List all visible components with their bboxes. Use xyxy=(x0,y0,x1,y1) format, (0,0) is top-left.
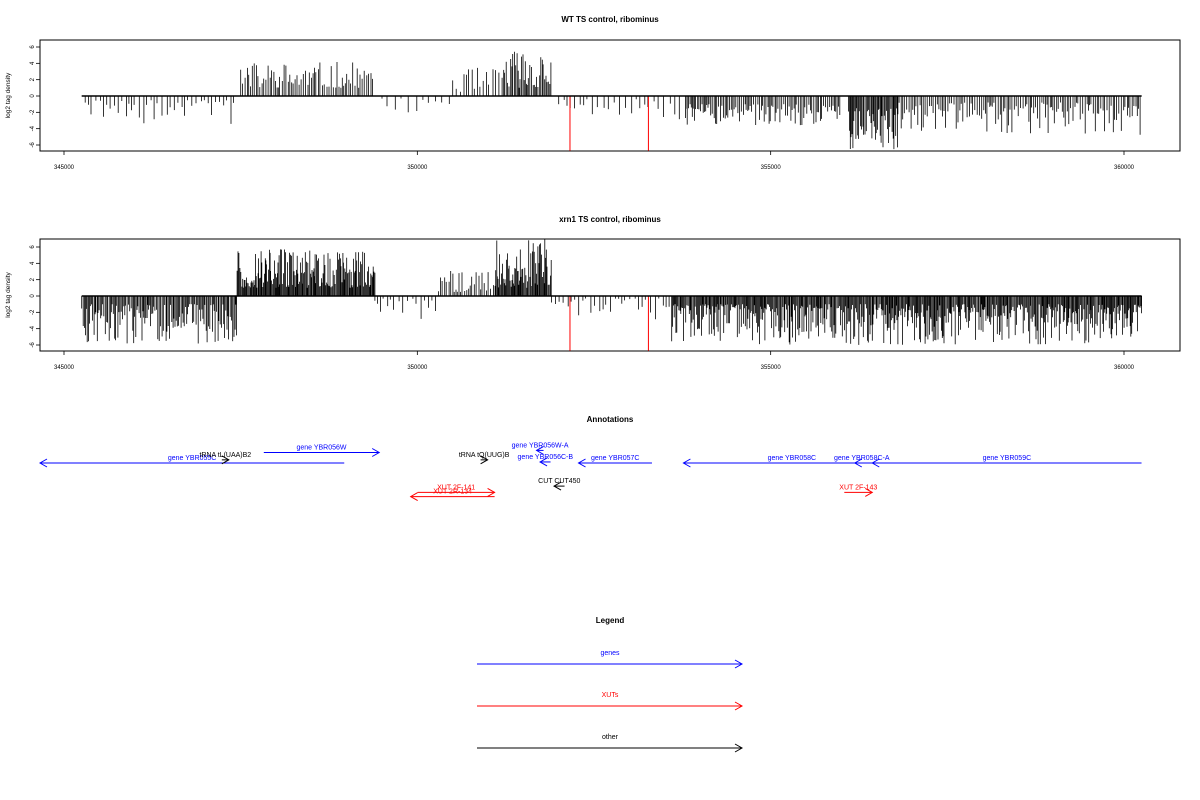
legend-arrow xyxy=(477,743,744,753)
y-axis-label: log2 tag density xyxy=(5,271,12,317)
legend-label: genes xyxy=(600,650,620,657)
y-tick-label: -2 xyxy=(30,109,36,115)
panel-title: WT TS control, ribominus xyxy=(561,15,659,24)
annotation-arrow xyxy=(409,492,495,502)
axes: -6 -4 -2 0 2 4 6 345000 350000 355000 360000 xyxy=(30,245,1135,371)
annotation-arrow xyxy=(871,458,1142,468)
x-tick-label: 350000 xyxy=(407,165,428,171)
annotation-label: gene YBR058C-A xyxy=(834,455,890,462)
y-tick-label: 4 xyxy=(30,261,36,265)
annotation-arrow xyxy=(539,457,551,467)
annotation-label: gene YBR059C xyxy=(983,455,1032,462)
legend-items: genes XUTs other xyxy=(477,650,744,753)
density-bars xyxy=(81,51,1142,151)
y-tick-label: -6 xyxy=(30,342,36,348)
x-tick-label: 345000 xyxy=(54,365,75,371)
annotation-label: gene YBR057C xyxy=(591,455,640,462)
y-tick-label: -4 xyxy=(30,125,36,131)
track-panel-wt: WT TS control, ribominus log2 tag densit… xyxy=(5,15,1181,171)
annotation-label: XUT 2F-143 xyxy=(839,484,877,491)
y-tick-label: 0 xyxy=(30,294,36,298)
legend-arrow xyxy=(477,701,744,711)
y-tick-label: 6 xyxy=(30,45,36,49)
annotation-label: gene YBR058C xyxy=(768,455,817,462)
annotation-items: gene YBR055C gene YBR056W tRNA tL(UAA)B2 ge… xyxy=(38,442,1142,502)
x-tick-label: 345000 xyxy=(54,165,75,171)
annotation-arrow xyxy=(480,455,489,465)
x-tick-label: 350000 xyxy=(407,365,428,371)
y-tick-label: 6 xyxy=(30,245,36,249)
x-tick-label: 355000 xyxy=(761,165,782,171)
annotations-panel: Annotations gene YBR055C gene YBR056W tRNA… xyxy=(38,415,1142,502)
x-tick-label: 355000 xyxy=(761,365,782,371)
annotation-arrow xyxy=(263,448,381,457)
annotation-arrow xyxy=(221,455,230,465)
annotation-label: CUT CUT450 xyxy=(538,478,580,485)
legend-label: other xyxy=(602,734,619,741)
y-tick-label: -4 xyxy=(30,325,36,331)
plot-frame xyxy=(39,39,1181,152)
annotation-label: tRNA tL(UAA)B2 xyxy=(199,452,251,459)
annotations-title: Annotations xyxy=(587,415,634,424)
annotation-arrow xyxy=(553,481,565,491)
legend: Legend genes XUTs other xyxy=(477,616,744,753)
y-axis-label: log2 tag density xyxy=(5,72,12,118)
annotation-label: gene YBR056W-A xyxy=(512,442,569,449)
y-tick-label: -6 xyxy=(30,142,36,148)
density-bars xyxy=(81,239,1142,351)
y-tick-label: 0 xyxy=(30,94,36,98)
annotation-arrow xyxy=(844,487,874,497)
y-tick-label: -2 xyxy=(30,309,36,315)
legend-label: XUTs xyxy=(602,692,619,699)
annotation-arrow xyxy=(417,487,496,497)
legend-title: Legend xyxy=(596,616,625,625)
annotation-arrow xyxy=(853,458,869,468)
panel-title: xrn1 TS control, ribominus xyxy=(559,215,661,224)
annotation-arrow xyxy=(38,458,345,468)
annotation-label: tRNA tQ(UUG)B xyxy=(459,452,510,459)
y-tick-label: 4 xyxy=(30,61,36,65)
annotation-arrow xyxy=(535,445,544,455)
x-tick-label: 360000 xyxy=(1114,365,1135,371)
annotation-label: gene YBR056W xyxy=(296,445,346,452)
legend-arrow xyxy=(477,659,744,669)
track-panel-xrn1: xrn1 TS control, ribominus log2 tag dens… xyxy=(5,215,1181,371)
annotation-label: XUT 2R-134 xyxy=(433,489,472,496)
y-tick-label: 2 xyxy=(30,77,36,81)
annotation-label: gene YBR056C-B xyxy=(518,454,574,461)
annotation-arrow xyxy=(577,458,652,468)
y-tick-label: 2 xyxy=(30,277,36,281)
axes: -6 -4 -2 0 2 4 6 345000 350000 355000 360000 xyxy=(30,45,1135,171)
x-tick-label: 360000 xyxy=(1114,165,1135,171)
plot-frame xyxy=(39,238,1181,352)
annotation-label: XUT 2F-141 xyxy=(437,484,475,491)
annotation-label: gene YBR055C xyxy=(168,455,217,462)
